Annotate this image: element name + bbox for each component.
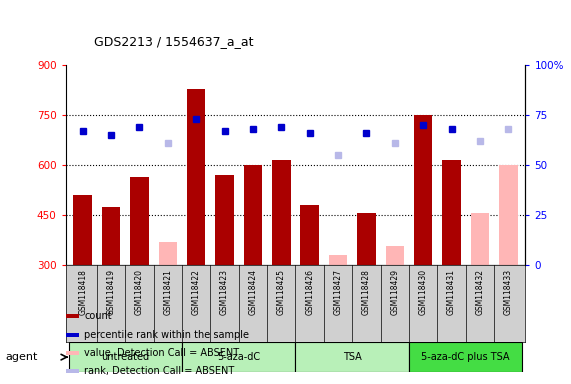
Text: GSM118425: GSM118425: [277, 269, 286, 315]
Text: GSM118429: GSM118429: [391, 269, 399, 315]
Bar: [385, 246, 404, 265]
Text: GDS2213 / 1554637_a_at: GDS2213 / 1554637_a_at: [94, 35, 254, 48]
Bar: [102, 207, 120, 265]
Text: GSM118431: GSM118431: [447, 269, 456, 315]
Bar: [300, 205, 319, 265]
Text: GSM118419: GSM118419: [107, 269, 115, 315]
Bar: [357, 214, 376, 265]
Bar: [187, 89, 206, 265]
Bar: [182, 342, 296, 372]
Text: GSM118422: GSM118422: [192, 269, 200, 314]
Bar: [244, 165, 262, 265]
Bar: [471, 214, 489, 265]
Text: agent: agent: [6, 352, 38, 362]
Bar: [69, 342, 182, 372]
Text: GSM118423: GSM118423: [220, 269, 229, 315]
Bar: [409, 342, 522, 372]
Text: percentile rank within the sample: percentile rank within the sample: [84, 329, 249, 339]
Bar: [66, 351, 79, 355]
Text: TSA: TSA: [343, 352, 361, 362]
Text: GSM118428: GSM118428: [362, 269, 371, 314]
Text: GSM118432: GSM118432: [476, 269, 484, 315]
Text: GSM118421: GSM118421: [163, 269, 172, 314]
Bar: [66, 333, 79, 336]
Text: 5-aza-dC: 5-aza-dC: [217, 352, 260, 362]
Bar: [499, 165, 517, 265]
Text: GSM118426: GSM118426: [305, 269, 314, 315]
Text: GSM118418: GSM118418: [78, 269, 87, 314]
Bar: [443, 160, 461, 265]
Bar: [66, 314, 79, 318]
Text: untreated: untreated: [101, 352, 149, 362]
Bar: [159, 242, 177, 265]
Text: value, Detection Call = ABSENT: value, Detection Call = ABSENT: [84, 348, 239, 358]
Text: 5-aza-dC plus TSA: 5-aza-dC plus TSA: [421, 352, 510, 362]
Text: rank, Detection Call = ABSENT: rank, Detection Call = ABSENT: [84, 366, 234, 376]
Bar: [66, 369, 79, 373]
Bar: [296, 342, 409, 372]
Text: GSM118420: GSM118420: [135, 269, 144, 315]
Bar: [329, 255, 347, 265]
Bar: [74, 195, 92, 265]
Text: count: count: [84, 311, 112, 321]
Text: GSM118427: GSM118427: [333, 269, 343, 315]
Bar: [272, 160, 291, 265]
Bar: [130, 177, 148, 265]
Text: GSM118424: GSM118424: [248, 269, 258, 315]
Text: GSM118430: GSM118430: [419, 269, 428, 315]
Text: GSM118433: GSM118433: [504, 269, 513, 315]
Bar: [215, 175, 234, 265]
Bar: [414, 115, 432, 265]
